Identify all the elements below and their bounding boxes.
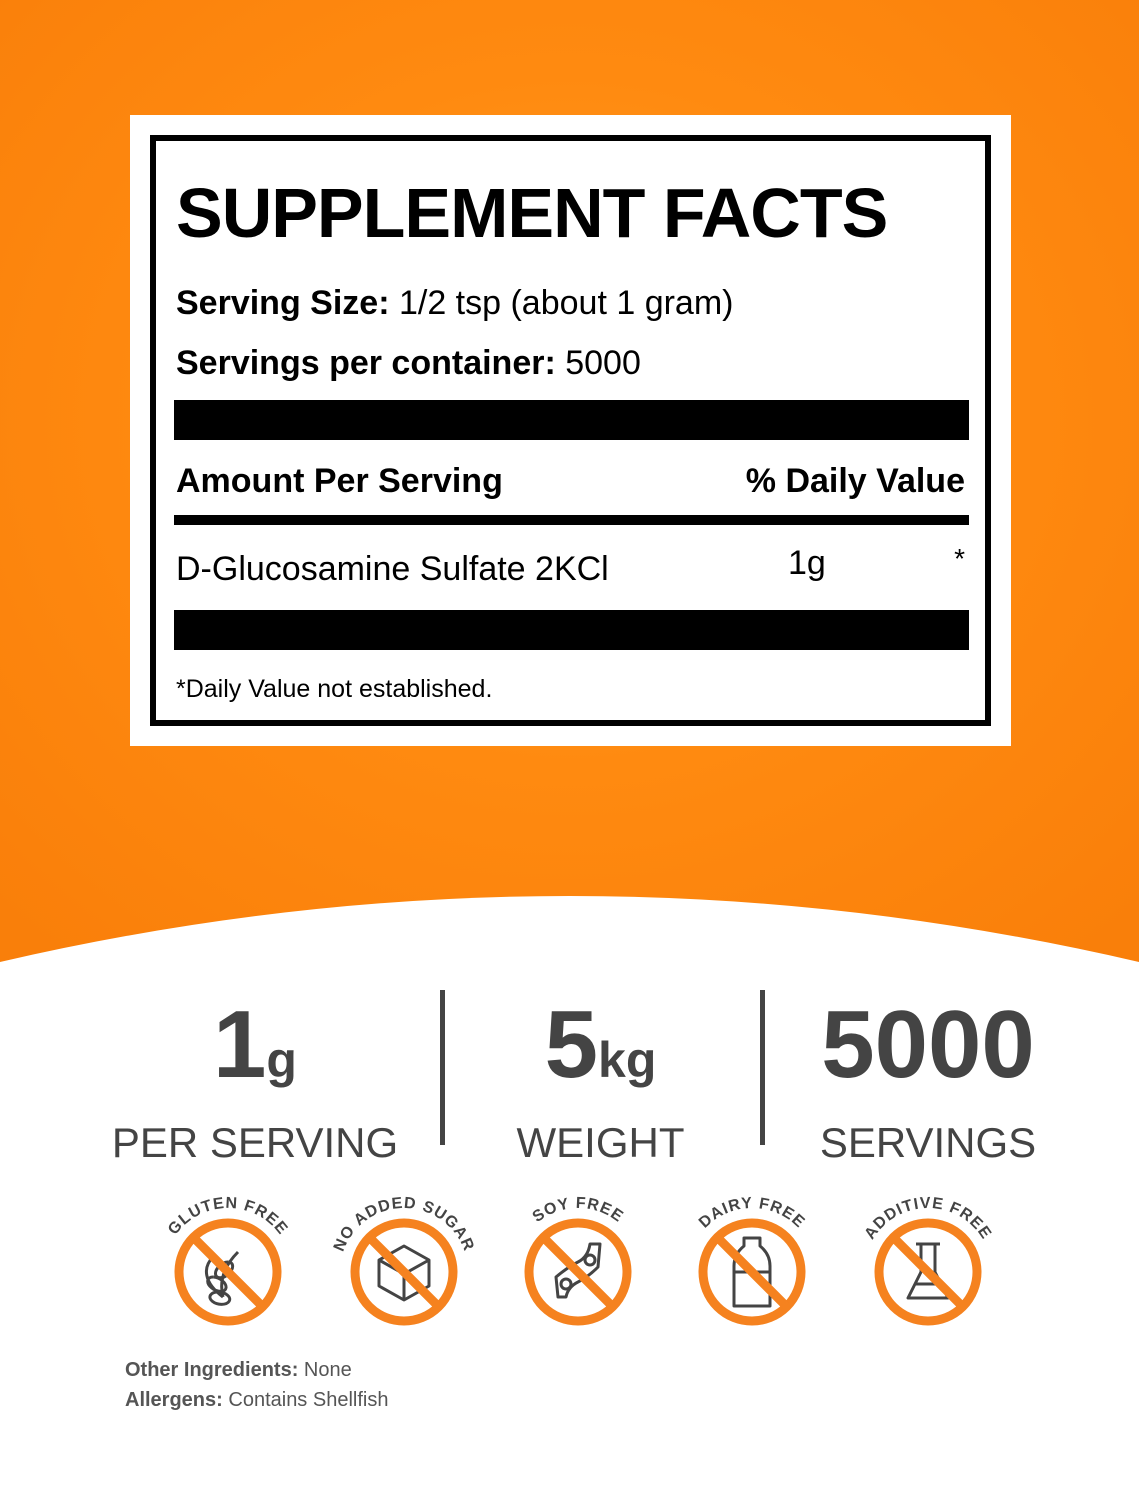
servings-per-container: Servings per container: 5000 xyxy=(176,343,641,383)
ingredient-name: D-Glucosamine Sulfate 2KCl xyxy=(176,550,609,588)
prohibition-circle xyxy=(174,1218,282,1326)
prohibition-slash xyxy=(540,1234,616,1310)
other-label: Other Ingredients: xyxy=(125,1359,299,1381)
prohibition-slash xyxy=(714,1234,790,1310)
other-ingredients: Other Ingredients: None xyxy=(125,1358,352,1382)
amount-header: Amount Per Serving xyxy=(176,462,503,500)
prohibition-slash xyxy=(190,1234,266,1310)
ingredient-amount: 1g xyxy=(788,544,826,582)
allergens: Allergens: Contains Shellfish xyxy=(125,1388,388,1412)
serving-size-label: Serving Size: xyxy=(176,284,390,322)
prohibition-circle xyxy=(698,1218,806,1326)
stat-number: 1 xyxy=(213,991,267,1098)
stat-value: 1g xyxy=(95,995,415,1110)
serving-size-value: 1/2 tsp (about 1 gram) xyxy=(398,284,734,322)
stat-number: 5000 xyxy=(821,991,1035,1098)
servings-value: 5000 xyxy=(565,344,641,382)
dv-header: % Daily Value xyxy=(745,462,965,500)
stat-divider xyxy=(440,990,445,1145)
stat-servings: 5000 SERVINGS xyxy=(768,995,1088,1168)
badge-text: GLUTEN FREE xyxy=(165,1195,291,1238)
dairy-free-badge: DAIRY FREE xyxy=(696,1195,807,1326)
other-value: None xyxy=(303,1359,352,1381)
divider xyxy=(174,515,969,525)
stat-value: 5000 xyxy=(768,995,1088,1110)
prohibition-circle xyxy=(874,1218,982,1326)
thick-divider xyxy=(174,400,969,440)
prohibition-circle xyxy=(524,1218,632,1326)
stat-divider xyxy=(760,990,765,1145)
free-from-badges: GLUTEN FREE NO ADDED SUGAR SOY FREE DAIR… xyxy=(165,1195,994,1326)
prohibition-circle xyxy=(350,1218,458,1326)
stat-per-serving: 1g PER SERVING xyxy=(95,995,415,1168)
stat-caption: SERVINGS xyxy=(819,1119,1037,1166)
servings-label: Servings per container: xyxy=(176,344,556,382)
footnote: *Daily Value not established. xyxy=(176,675,493,703)
prohibition-slash xyxy=(890,1234,966,1310)
allergens-label: Allergens: xyxy=(125,1389,223,1411)
gluten-free-badge: GLUTEN FREE xyxy=(165,1195,291,1326)
stat-caption: PER SERVING xyxy=(111,1119,399,1166)
stat-value: 5kg xyxy=(443,995,758,1110)
serving-size: Serving Size: 1/2 tsp (about 1 gram) xyxy=(176,283,733,323)
prohibition-slash xyxy=(366,1234,442,1310)
no-added-sugar-badge: NO ADDED SUGAR xyxy=(331,1195,476,1326)
facts-border: SUPPLEMENT FACTS Serving Size: 1/2 tsp (… xyxy=(150,135,991,726)
allergens-value: Contains Shellfish xyxy=(228,1389,389,1411)
stat-unit: kg xyxy=(598,1032,657,1088)
facts-title: SUPPLEMENT FACTS xyxy=(176,174,888,252)
additive-free-badge: ADDITIVE FREE xyxy=(861,1195,994,1326)
ingredient-dv: * xyxy=(954,543,965,574)
stat-number: 5 xyxy=(544,991,599,1098)
stat-weight: 5kg WEIGHT xyxy=(443,995,758,1168)
stat-unit: g xyxy=(266,1032,297,1088)
white-curve xyxy=(0,896,1139,1000)
supplement-facts-panel: SUPPLEMENT FACTS Serving Size: 1/2 tsp (… xyxy=(130,115,1011,746)
soy-free-badge: SOY FREE xyxy=(524,1195,632,1326)
thick-divider xyxy=(174,610,969,650)
stat-caption: WEIGHT xyxy=(516,1119,685,1166)
